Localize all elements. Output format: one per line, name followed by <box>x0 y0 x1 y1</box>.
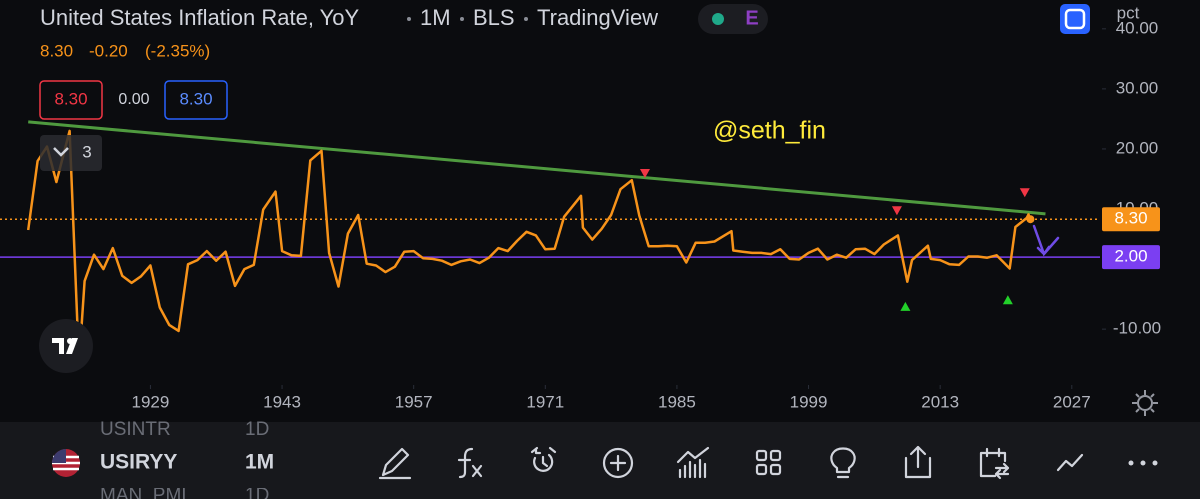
x-tick-label: 1985 <box>658 392 696 411</box>
series-line <box>26 129 1032 366</box>
chart-type-tool[interactable] <box>1056 453 1084 472</box>
indicator-count: 3 <box>82 142 91 161</box>
more-dot[interactable] <box>1128 460 1134 466</box>
signal-marker <box>639 168 650 178</box>
settings-icon-rays <box>1132 390 1158 416</box>
buy-box[interactable] <box>164 80 228 120</box>
price-label: 8.30 <box>1114 209 1147 228</box>
layout-tool-cell <box>769 449 782 462</box>
source: BLS <box>473 5 515 30</box>
separator <box>524 17 528 21</box>
alert-tool[interactable] <box>530 446 557 472</box>
platform: TradingView <box>537 5 658 30</box>
status-pill[interactable] <box>698 4 768 34</box>
tv-logo-bg[interactable] <box>39 319 93 373</box>
layout-tool-cell <box>755 463 768 476</box>
trendline <box>28 120 1046 216</box>
earnings-badge[interactable]: E <box>745 7 758 29</box>
settings-icon[interactable] <box>1137 395 1153 411</box>
replay-tool[interactable] <box>979 447 1010 480</box>
chart-layer: 40.0030.0020.0010.00-10.0019291943195719… <box>0 18 1161 411</box>
chevron <box>53 147 69 157</box>
fullscreen-button[interactable] <box>1060 4 1090 34</box>
price-label: 2.00 <box>1114 247 1147 266</box>
spread: 0.00 <box>118 91 149 108</box>
indicators-toggle[interactable] <box>40 135 102 171</box>
unit-label: pct <box>1117 3 1140 22</box>
y-tick-label: -10.00 <box>1113 319 1161 338</box>
ideas-tool[interactable] <box>830 447 856 479</box>
add-tool[interactable] <box>602 447 634 479</box>
x-tick-label: 2013 <box>921 392 959 411</box>
tv-logo-dot <box>67 338 73 344</box>
x-tick-label: 1957 <box>395 392 433 411</box>
watchlist-symbol[interactable]: MAN_PMI <box>100 485 187 499</box>
layout-tool[interactable] <box>755 449 768 462</box>
separator <box>407 17 411 21</box>
buy-price: 8.30 <box>179 89 212 108</box>
y-tick-label: 40.00 <box>1116 18 1159 37</box>
symbol-interval[interactable]: 1M <box>245 451 274 474</box>
change-percent: (-2.35%) <box>145 41 210 60</box>
separator <box>460 17 464 21</box>
status-dot <box>712 13 724 25</box>
x-tick-label: 1999 <box>790 392 828 411</box>
flag-canton <box>52 449 66 463</box>
price-label-bg <box>1102 207 1160 232</box>
last-value: 8.30 <box>40 41 73 60</box>
indicators-tool[interactable] <box>457 447 483 479</box>
signal-marker <box>891 206 902 216</box>
drawn-arrow <box>1032 224 1060 257</box>
more-dot <box>1152 460 1158 466</box>
sell-price: 8.30 <box>54 89 87 108</box>
symbol[interactable]: USIRYY <box>100 451 177 474</box>
x-tick-label: 1971 <box>526 392 564 411</box>
change: -0.20 <box>89 41 128 60</box>
y-tick-label: 20.00 <box>1116 138 1159 157</box>
signal-marker <box>1019 188 1030 198</box>
last-point <box>1026 215 1035 224</box>
share-tool[interactable] <box>904 445 932 479</box>
x-tick-label: 1943 <box>263 392 301 411</box>
watchlist-interval: 1D <box>245 485 269 499</box>
price-label-bg <box>1102 245 1160 270</box>
x-tick-label: 2027 <box>1053 392 1091 411</box>
annotation: @seth_fin <box>713 117 826 145</box>
watchlist-interval: 1D <box>245 419 269 440</box>
layout-tool-cell <box>769 463 782 476</box>
more-dot <box>1140 460 1146 466</box>
interval: 1M <box>420 5 451 30</box>
y-tick-label: 30.00 <box>1116 78 1159 97</box>
add-tool-plus <box>609 454 627 472</box>
title: United States Inflation Rate, YoY <box>40 5 360 30</box>
fullscreen-icon <box>1064 8 1086 30</box>
watchlist-symbol[interactable]: USINTR <box>100 419 171 440</box>
signal-marker <box>1002 295 1013 305</box>
signal-marker <box>900 301 911 311</box>
compare-tool[interactable] <box>676 446 710 479</box>
x-tick-label: 1929 <box>132 392 170 411</box>
sell-box[interactable] <box>39 80 103 120</box>
draw-tool[interactable] <box>378 447 412 480</box>
